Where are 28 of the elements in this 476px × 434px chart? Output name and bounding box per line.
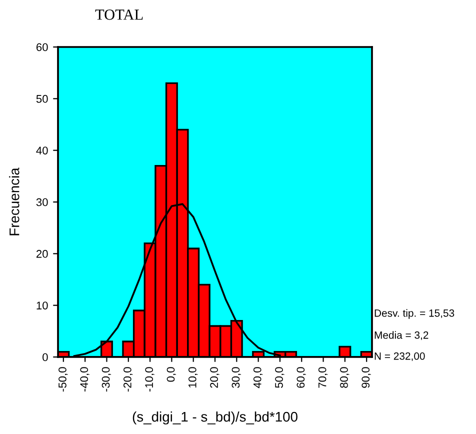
x-tick-label: 60,0 — [296, 367, 306, 388]
x-tick-label: -40,0 — [80, 367, 90, 392]
x-tick-label: 30,0 — [232, 367, 241, 388]
y-tick-label: 60 — [36, 43, 48, 52]
x-tick-label: 20,0 — [210, 367, 220, 388]
chart-title: TOTAL — [95, 10, 143, 20]
y-tick-label: 50 — [36, 94, 48, 103]
x-tick-label: -50,0 — [58, 367, 68, 392]
x-tick-label: 90,0 — [362, 367, 371, 388]
x-tick-label: -20,0 — [123, 367, 133, 392]
x-tick-label: -30,0 — [102, 367, 112, 392]
x-tick-label: 10,0 — [188, 367, 198, 388]
x-tick-label: -10,0 — [145, 367, 154, 392]
x-tick-label: 70,0 — [318, 367, 328, 388]
y-tick-label: 30 — [36, 198, 48, 206]
y-tick-label: 20 — [36, 250, 48, 258]
x-tick-label: 80,0 — [340, 367, 350, 388]
x-tick-label: 0,0 — [166, 367, 176, 382]
x-axis-title: (s_digi_1 - s_bd)/s_bd*100 — [132, 411, 298, 424]
text: Desv. tip. = 15,53 — [374, 309, 454, 319]
y-tick-label: 0 — [42, 353, 48, 362]
text: N = 232,00 — [374, 352, 425, 362]
text: Media = 3,2 — [374, 331, 428, 340]
x-tick-label: 50,0 — [275, 367, 284, 388]
y-tick-label: 40 — [36, 146, 48, 154]
y-axis-title: Frecuencia — [9, 168, 20, 236]
x-tick-label: 40,0 — [253, 367, 263, 388]
y-tick-label: 10 — [36, 302, 48, 310]
